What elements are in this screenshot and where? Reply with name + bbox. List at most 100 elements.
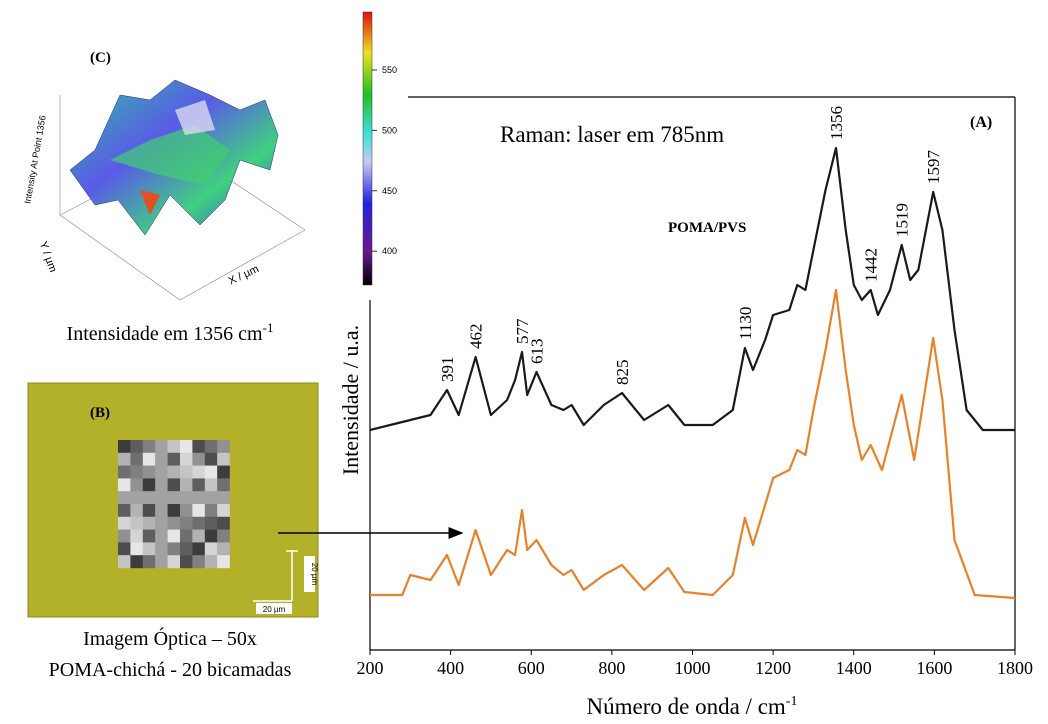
x-tick-label: 1400: [836, 658, 872, 678]
map-pixel: [167, 542, 181, 556]
x-axis-label-sup: -1: [786, 694, 798, 709]
map-pixel: [204, 478, 218, 492]
colorbar-tick-label: 450: [382, 186, 397, 196]
peak-label: 825: [613, 360, 632, 386]
x-axis-label: X / µm: [227, 263, 261, 287]
peak-label: 462: [467, 324, 486, 350]
colorbar-tick-label: 550: [382, 65, 397, 75]
map-pixel: [192, 465, 205, 479]
map-pixel: [142, 529, 156, 543]
map-pixel: [118, 516, 131, 530]
map-pixel: [204, 529, 218, 543]
scale-label-bg: [304, 556, 315, 592]
map-pixel: [217, 440, 230, 453]
map-pixel: [118, 504, 131, 517]
map-pixel: [118, 555, 131, 569]
scale-label-bg: [256, 603, 292, 614]
map-pixel: [167, 440, 181, 453]
spectrum-line: [369, 146, 1015, 432]
peak-label: 613: [527, 339, 546, 365]
peak-label: 1442: [862, 248, 881, 282]
x-tick-label: 600: [518, 658, 545, 678]
surface-plot: [59, 79, 306, 301]
map-pixel: [118, 529, 131, 543]
caption: Intensidade em 1356 cm-1: [67, 320, 274, 345]
subtitle: POMA/PVS: [668, 220, 746, 236]
colorbar-tick-label: 400: [382, 246, 397, 256]
map-pixel: [204, 452, 218, 466]
map-pixel: [204, 465, 218, 479]
chart-title: Raman: laser em 785nm: [500, 122, 724, 147]
map-pixel: [217, 491, 230, 505]
x-tick-label: 400: [437, 658, 464, 678]
map-pixel: [180, 555, 193, 569]
map-pixel: [167, 452, 181, 466]
map-pixel: [142, 478, 156, 492]
peak-label: 391: [438, 357, 457, 383]
map-pixel: [180, 504, 193, 517]
map-pixel: [118, 478, 131, 492]
x-axis-label-main: Número de onda / cm: [587, 694, 786, 719]
map-pixel: [130, 516, 143, 530]
peak-label: 1519: [893, 203, 912, 237]
map-pixel: [155, 465, 168, 479]
map-pixel: [155, 555, 168, 569]
colorbar: [362, 11, 373, 286]
scale-label: 20 µm: [310, 563, 319, 586]
map-pixel: [155, 516, 168, 530]
map-pixel: [192, 452, 205, 466]
map-pixel: [142, 440, 156, 453]
map-pixel: [130, 542, 143, 556]
x-axis-label: Número de onda / cm-1: [587, 694, 798, 719]
map-pixel: [204, 504, 218, 517]
map-pixel: [217, 504, 230, 517]
y-axis-label: Y / µm: [37, 240, 59, 274]
map-pixel: [167, 504, 181, 517]
caption-sup: -1: [263, 320, 274, 335]
map-pixel: [167, 529, 181, 543]
map-pixel: [118, 465, 131, 479]
peak-label: 1130: [736, 307, 755, 340]
map-pixel: [180, 516, 193, 530]
map-pixel: [142, 504, 156, 517]
map-pixel: [180, 465, 193, 479]
peak-label: 1356: [827, 106, 846, 140]
raman-map: [118, 440, 230, 569]
map-pixel: [180, 491, 193, 505]
map-pixel: [217, 516, 230, 530]
y-axis-label: Intensidade / u.a.: [338, 325, 363, 475]
map-pixel: [130, 491, 143, 505]
map-pixel: [192, 542, 205, 556]
map-pixel: [142, 491, 156, 505]
map-pixel: [167, 491, 181, 505]
map-pixel: [204, 555, 218, 569]
map-pixel: [217, 529, 230, 543]
panel-label: (C): [90, 50, 111, 66]
map-pixel: [217, 465, 230, 479]
map-pixel: [204, 491, 218, 505]
map-pixel: [130, 478, 143, 492]
map-pixel: [180, 529, 193, 543]
map-pixel: [204, 516, 218, 530]
map-pixel: [130, 504, 143, 517]
peak-label: 1597: [924, 150, 943, 185]
x-tick-label: 1800: [997, 658, 1033, 678]
caption: Imagem Óptica – 50x: [83, 626, 257, 650]
caption-main: Intensidade em 1356 cm: [67, 323, 263, 345]
map-pixel: [167, 478, 181, 492]
map-pixel: [142, 516, 156, 530]
map-pixel: [155, 478, 168, 492]
map-pixel: [130, 465, 143, 479]
map-pixel: [192, 440, 205, 453]
map-pixel: [204, 440, 218, 453]
map-pixel: [167, 555, 181, 569]
map-pixel: [130, 529, 143, 543]
x-tick-label: 1200: [755, 658, 791, 678]
map-pixel: [155, 452, 168, 466]
scale-bar: [253, 550, 298, 602]
map-pixel: [130, 440, 143, 453]
map-pixel: [192, 555, 205, 569]
colorbar-tick-label: 500: [382, 125, 397, 135]
panel-label: (B): [90, 405, 110, 421]
